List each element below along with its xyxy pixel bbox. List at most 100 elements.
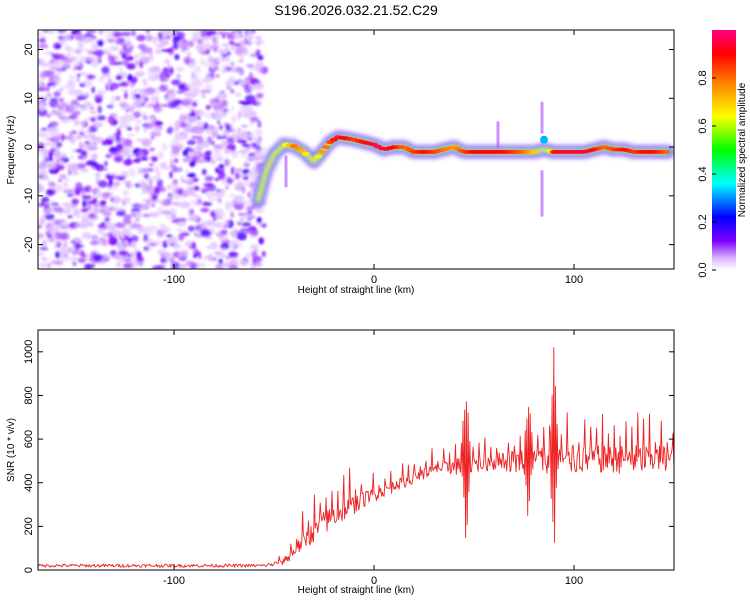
noise-blob: [47, 263, 51, 268]
noise-blob: [58, 179, 62, 182]
noise-blob: [200, 229, 212, 238]
noise-blob: [225, 46, 231, 50]
noise-blob: [231, 114, 236, 123]
noise-blob: [54, 44, 62, 49]
noise-blob: [72, 210, 79, 216]
noise-blob: [91, 153, 98, 160]
noise-blob: [253, 137, 261, 143]
noise-blob: [109, 45, 119, 52]
noise-blob: [86, 205, 92, 211]
noise-blob: [122, 218, 132, 225]
noise-blob: [75, 32, 84, 41]
noise-blob: [102, 238, 108, 245]
noise-blob: [51, 84, 57, 89]
noise-blob: [160, 257, 168, 264]
noise-blob: [222, 34, 226, 39]
noise-blob: [93, 49, 105, 57]
noise-blob: [65, 204, 73, 213]
noise-blob: [238, 67, 245, 76]
noise-blob: [190, 199, 196, 206]
noise-blob: [104, 33, 114, 40]
noise-blob: [134, 71, 145, 77]
noise-blob: [122, 262, 134, 269]
noise-blob: [214, 215, 218, 219]
noise-blob: [55, 251, 60, 259]
noise-blob: [226, 179, 235, 183]
noise-blob: [224, 201, 236, 207]
noise-blob: [124, 138, 133, 147]
noise-blob: [156, 207, 163, 216]
noise-blob: [43, 169, 47, 177]
noise-blob: [217, 197, 222, 204]
noise-blob: [178, 83, 186, 90]
ridge-hotspot: [318, 149, 326, 154]
noise-blob: [82, 144, 86, 149]
noise-blob: [246, 64, 255, 68]
noise-blob: [73, 243, 84, 249]
noise-blob: [119, 66, 123, 73]
noise-blob: [202, 36, 210, 41]
noise-blob: [98, 209, 106, 213]
noise-blob: [89, 240, 100, 246]
noise-blob: [39, 72, 46, 80]
noise-blob: [136, 34, 147, 42]
noise-blob: [145, 34, 153, 42]
noise-blob: [209, 255, 215, 260]
noise-blob: [39, 246, 49, 251]
noise-blob: [101, 66, 110, 75]
noise-blob: [162, 68, 168, 76]
noise-blob: [187, 113, 198, 117]
noise-blob: [106, 104, 114, 109]
ridge-hotspot: [322, 145, 330, 150]
noise-blob: [254, 40, 265, 45]
noise-blob: [218, 258, 223, 265]
noise-blob: [111, 151, 122, 157]
noise-blob: [182, 189, 193, 197]
noise-blob: [172, 188, 177, 196]
noise-blob: [153, 187, 161, 194]
noise-blob: [167, 184, 171, 190]
noise-blob: [92, 198, 96, 204]
noise-blob: [85, 161, 93, 166]
noise-blob: [74, 66, 82, 70]
noise-blob: [204, 175, 214, 182]
noise-blob: [221, 188, 226, 195]
noise-blob: [191, 87, 201, 95]
noise-blob: [45, 137, 52, 142]
noise-blob: [77, 41, 84, 50]
noise-blob: [75, 215, 83, 219]
noise-blob: [77, 104, 86, 108]
noise-blob: [171, 213, 176, 221]
noise-blob: [204, 50, 210, 55]
noise-blob: [116, 143, 124, 152]
noise-blob: [72, 239, 82, 242]
noise-blob: [143, 233, 148, 242]
noise-blob: [155, 199, 162, 204]
noise-blob: [246, 210, 253, 216]
noise-blob: [257, 100, 261, 105]
noise-blob: [108, 178, 114, 187]
spectrogram-ytick-label: 0: [23, 144, 35, 150]
noise-blob: [239, 79, 248, 86]
noise-blob: [134, 125, 140, 131]
noise-blob: [152, 128, 161, 134]
noise-blob: [255, 49, 261, 57]
noise-blob: [155, 100, 159, 108]
noise-blob: [242, 176, 249, 180]
noise-blob: [148, 75, 158, 82]
noise-blob: [154, 105, 162, 113]
noise-blob: [129, 251, 136, 259]
noise-blob: [183, 56, 191, 65]
noise-blob: [103, 74, 111, 78]
noise-blob: [100, 222, 106, 226]
noise-blob: [141, 138, 152, 147]
noise-blob: [97, 261, 106, 265]
spectrogram-ytick-label: -10: [23, 188, 35, 204]
noise-blob: [38, 38, 46, 43]
ridge-hotspot: [530, 149, 538, 154]
noise-blob: [122, 226, 128, 233]
noise-blob: [142, 168, 149, 173]
ridge-hotspot: [314, 154, 322, 159]
noise-blob: [188, 208, 195, 217]
